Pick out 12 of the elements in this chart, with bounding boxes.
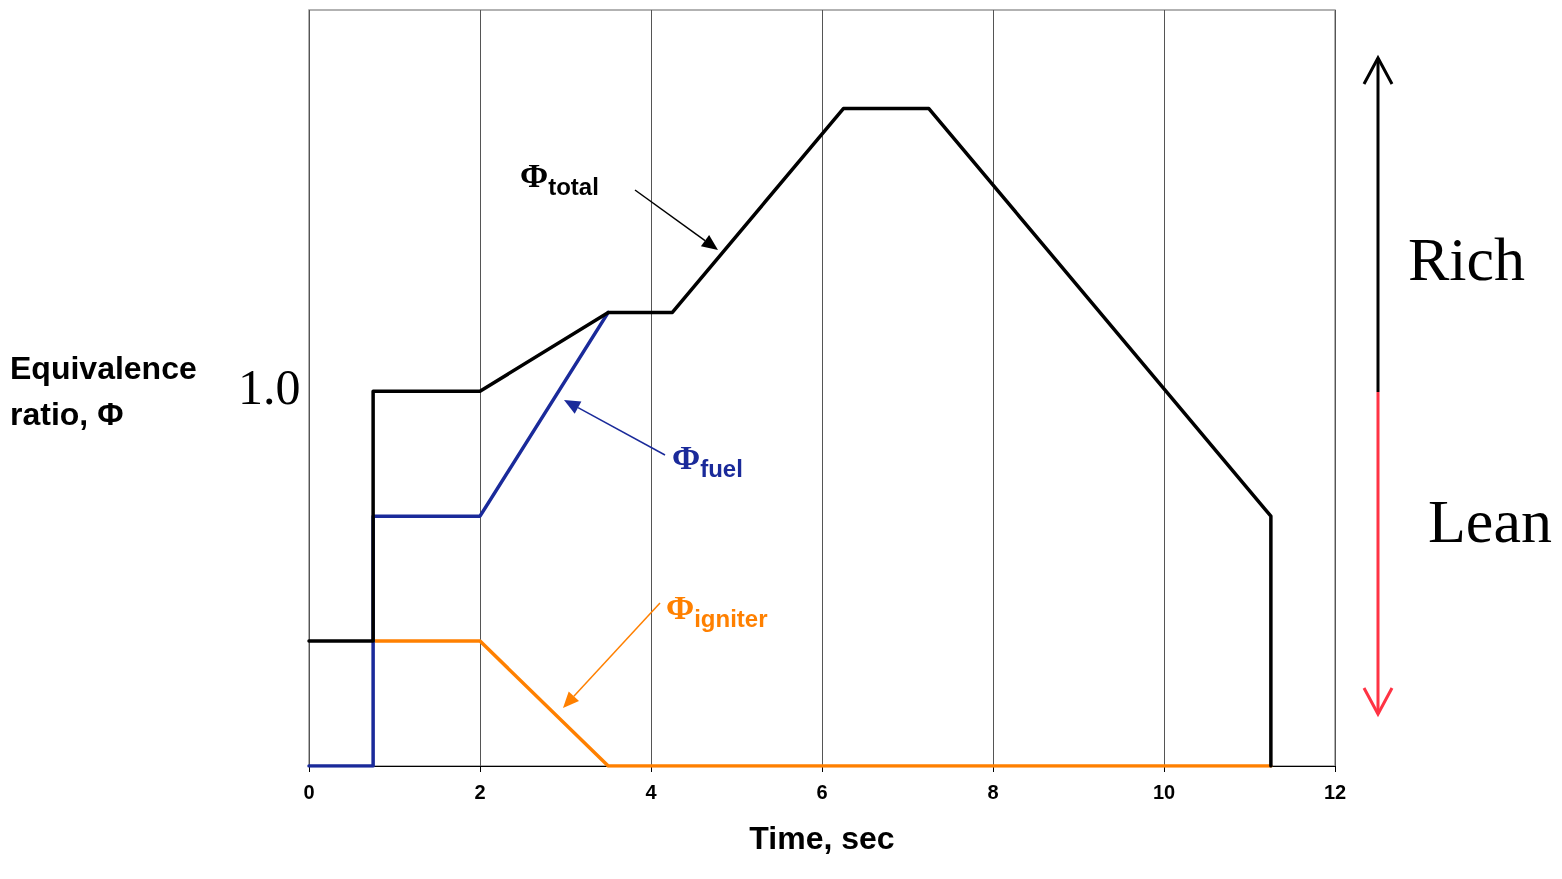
x-tick-label: 4 (645, 781, 658, 803)
x-tick-label: 6 (816, 781, 828, 803)
x-tick-label: 10 (1152, 781, 1176, 803)
y-axis-title: Equivalence ratio, Φ (10, 350, 206, 432)
text: Lean (1428, 487, 1552, 555)
x-tick-label: 0 (303, 781, 315, 803)
text: 1.0 (238, 359, 301, 415)
x-axis-title: Time, sec (749, 820, 895, 856)
x-tick-label: 8 (987, 781, 999, 803)
x-tick-label: 2 (474, 781, 486, 803)
text: Rich (1408, 225, 1526, 293)
x-tick-label: 12 (1323, 781, 1347, 803)
